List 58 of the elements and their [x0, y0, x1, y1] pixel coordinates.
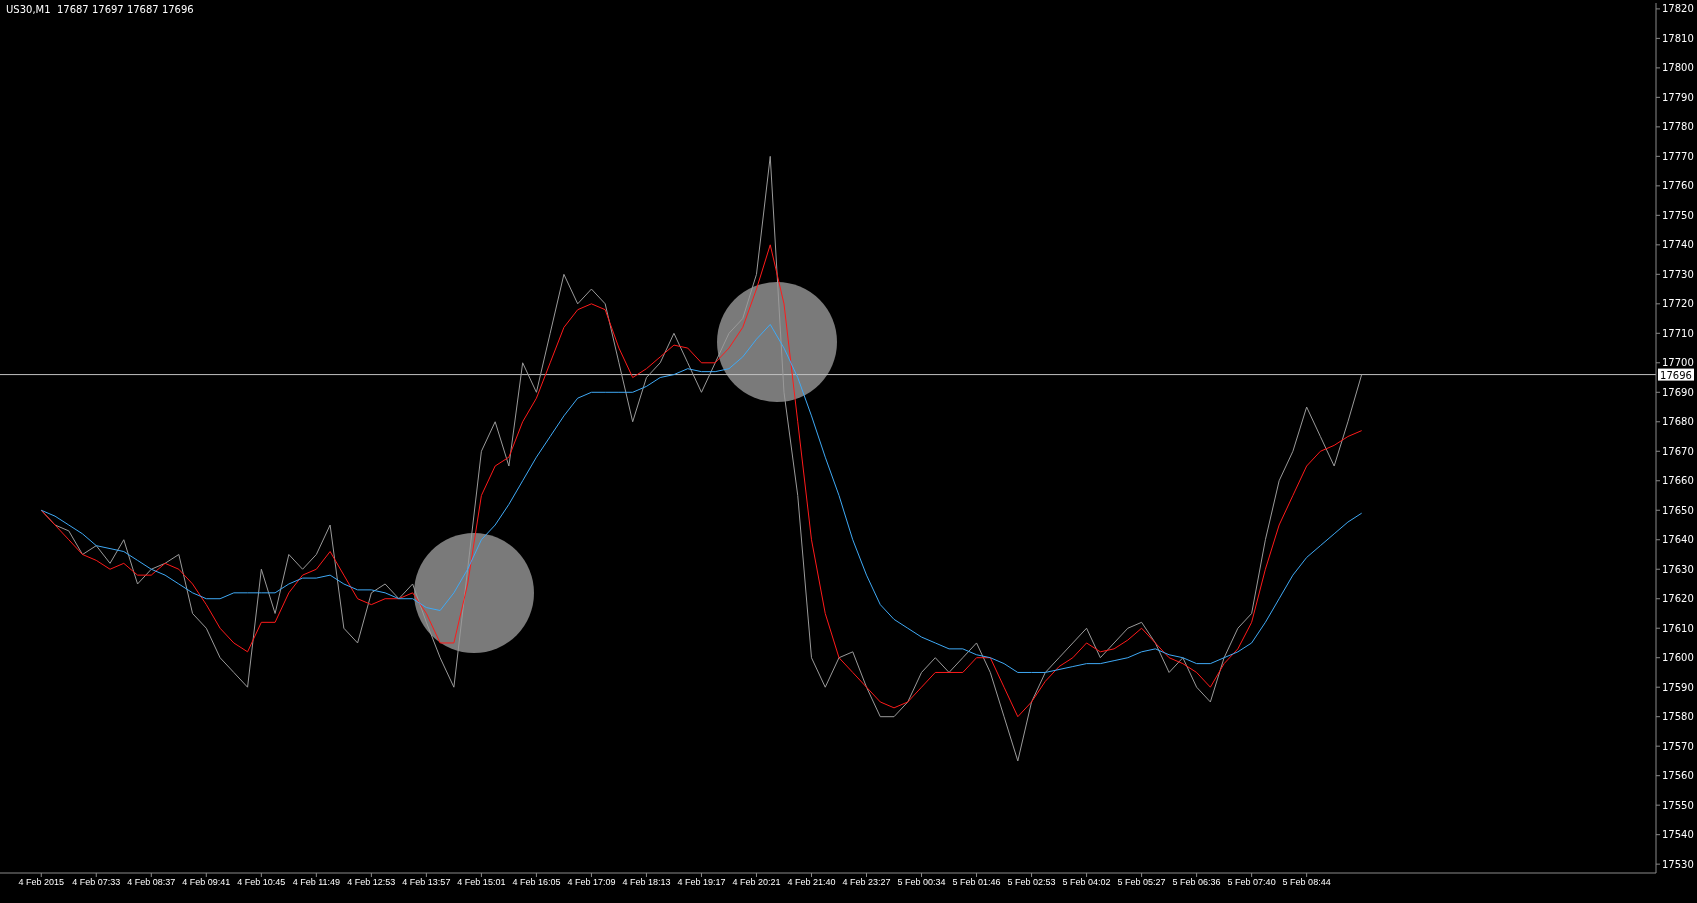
- y-tick-label: 17610: [1662, 622, 1694, 634]
- chart-title: US30,M1 17687 17697 17687 17696: [6, 4, 194, 15]
- y-tick-label: 17530: [1662, 858, 1694, 870]
- x-tick-label: 4 Feb 15:01: [457, 877, 506, 888]
- x-tick-label: 4 Feb 08:37: [127, 877, 176, 888]
- line-series: [40, 323, 1363, 673]
- x-tick-label: 4 Feb 09:41: [182, 877, 231, 888]
- x-tick-label: 5 Feb 08:44: [1282, 877, 1331, 888]
- y-tick-label: 17680: [1662, 416, 1694, 428]
- y-tick-label: 17820: [1662, 3, 1694, 15]
- line-series: [40, 244, 1363, 718]
- y-tick-label: 17780: [1662, 121, 1694, 133]
- x-tick-label: 4 Feb 19:17: [677, 877, 726, 888]
- y-tick-label: 17770: [1662, 150, 1694, 162]
- x-tick-label: 4 Feb 2015: [18, 877, 65, 888]
- y-tick-label: 17600: [1662, 652, 1694, 664]
- x-tick-label: 5 Feb 06:36: [1172, 877, 1221, 888]
- y-tick-label: 17590: [1662, 681, 1694, 693]
- x-tick-label: 4 Feb 11:49: [292, 877, 341, 888]
- y-tick-label: 17750: [1662, 209, 1694, 221]
- x-tick-label: 5 Feb 02:53: [1007, 877, 1056, 888]
- y-tick-label: 17710: [1662, 327, 1694, 339]
- y-tick-label: 17630: [1662, 563, 1694, 575]
- x-tick-label: 5 Feb 01:46: [952, 877, 1001, 888]
- y-tick-label: 17720: [1662, 298, 1694, 310]
- y-tick-label: 17550: [1662, 799, 1694, 811]
- y-tick-label: 17670: [1662, 445, 1694, 457]
- y-tick-label: 17790: [1662, 91, 1694, 103]
- y-tick-label: 17690: [1662, 386, 1694, 398]
- x-tick-label: 4 Feb 18:13: [622, 877, 671, 888]
- y-tick-label: 17730: [1662, 268, 1694, 280]
- y-tick-label: 17540: [1662, 829, 1694, 841]
- x-tick-label: 4 Feb 13:57: [402, 877, 451, 888]
- x-tick-label: 4 Feb 23:27: [842, 877, 891, 888]
- y-tick-label: 17740: [1662, 239, 1694, 251]
- y-tick-label: 17760: [1662, 180, 1694, 192]
- x-tick-label: 4 Feb 17:09: [567, 877, 616, 888]
- y-tick-label: 17640: [1662, 534, 1694, 546]
- x-tick-label: 4 Feb 16:05: [512, 877, 561, 888]
- y-tick-label: 17800: [1662, 62, 1694, 74]
- y-tick-label: 17650: [1662, 504, 1694, 516]
- y-tick-label: 17700: [1662, 357, 1694, 369]
- x-tick-label: 5 Feb 07:40: [1227, 877, 1276, 888]
- y-tick-label: 17620: [1662, 593, 1694, 605]
- y-tick-label: 17660: [1662, 475, 1694, 487]
- x-tick-label: 4 Feb 12:53: [347, 877, 396, 888]
- x-tick-label: 5 Feb 05:27: [1117, 877, 1166, 888]
- x-tick-label: 4 Feb 20:21: [732, 877, 781, 888]
- y-tick-label: 17570: [1662, 740, 1694, 752]
- y-tick-label: 17810: [1662, 32, 1694, 44]
- y-tick-label: 17560: [1662, 770, 1694, 782]
- y-tick-label: 17580: [1662, 711, 1694, 723]
- ref-line-label: 17696: [1660, 369, 1692, 381]
- x-tick-label: 4 Feb 07:33: [72, 877, 121, 888]
- x-tick-label: 5 Feb 04:02: [1062, 877, 1111, 888]
- x-tick-label: 4 Feb 21:40: [787, 877, 836, 888]
- x-tick-label: 5 Feb 00:34: [897, 877, 946, 888]
- x-tick-label: 4 Feb 10:45: [237, 877, 286, 888]
